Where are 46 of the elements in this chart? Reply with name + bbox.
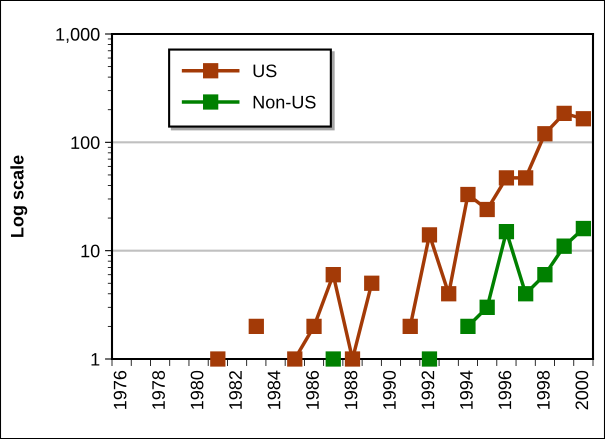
y-tick-label: 1,000 xyxy=(56,28,100,43)
y-tick-label: 100 xyxy=(71,136,100,150)
point xyxy=(518,286,534,302)
legend-label: Non-US xyxy=(254,96,316,109)
point xyxy=(402,318,418,334)
x-tick-label: 1976 xyxy=(114,370,126,409)
x-tick-label: 1980 xyxy=(190,370,204,409)
x-tick-label: 1990 xyxy=(383,370,396,409)
point xyxy=(556,106,572,122)
point xyxy=(326,267,341,282)
point xyxy=(441,286,456,302)
y-axis-title: Log scale xyxy=(10,155,28,237)
point xyxy=(498,170,514,186)
point xyxy=(480,202,495,218)
point xyxy=(576,111,592,126)
point xyxy=(344,351,360,367)
x-tick-label: 1988 xyxy=(344,370,358,409)
legend-label: US xyxy=(254,64,276,78)
point xyxy=(248,318,264,334)
point xyxy=(306,318,322,334)
point xyxy=(287,351,302,367)
y-tick-label: 1 xyxy=(92,353,100,366)
point xyxy=(364,276,380,291)
point xyxy=(498,224,514,240)
point xyxy=(556,238,572,254)
y-tick-label: 10 xyxy=(81,244,100,258)
point xyxy=(518,170,534,186)
x-tick-label: 1996 xyxy=(498,370,512,409)
point xyxy=(210,351,226,367)
x-tick-label: 1982 xyxy=(229,371,242,409)
point xyxy=(537,267,553,282)
point xyxy=(460,318,476,334)
x-tick-label: 1984 xyxy=(268,370,280,409)
x-tick-label: 2000 xyxy=(575,370,588,410)
point xyxy=(537,126,553,142)
x-tick-label: 1992 xyxy=(422,371,434,409)
point xyxy=(480,300,495,315)
point xyxy=(460,186,476,202)
point xyxy=(422,227,438,242)
point xyxy=(576,220,592,236)
point xyxy=(422,351,438,367)
x-tick-label: 1998 xyxy=(536,370,550,409)
x-tick-label: 1978 xyxy=(152,370,165,409)
x-tick-label: 1994 xyxy=(460,370,473,409)
point xyxy=(326,351,341,367)
x-tick-label: 1986 xyxy=(306,370,319,409)
